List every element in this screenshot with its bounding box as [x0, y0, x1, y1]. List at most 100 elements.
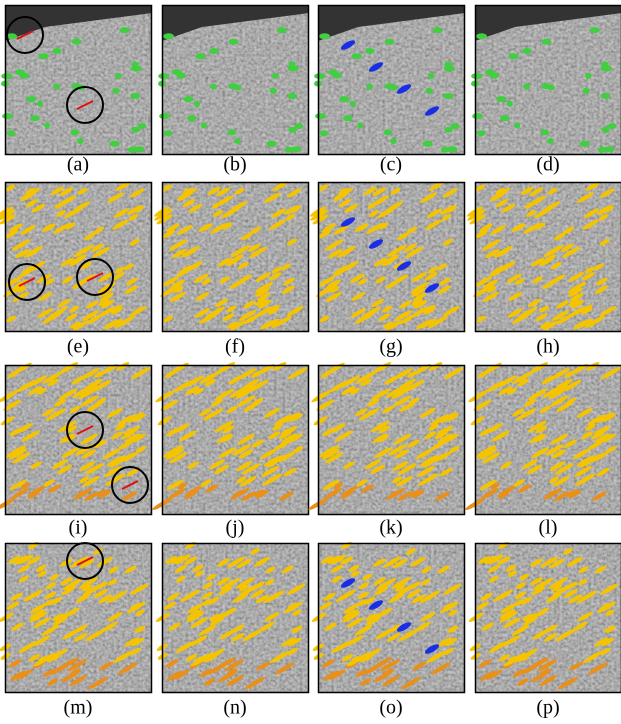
image-panel: [1, 5, 152, 155]
image-panel: [151, 361, 309, 515]
vector-blob: [328, 69, 337, 75]
vector-blob: [547, 138, 554, 144]
panel-label: (e): [67, 336, 89, 358]
image-panel: [464, 361, 621, 515]
vector-blob: [471, 73, 482, 79]
panel-label: (c): [380, 154, 402, 176]
vector-blob: [77, 138, 84, 144]
vector-blob: [44, 123, 50, 129]
vector-blob: [15, 69, 24, 75]
vector-blob: [585, 73, 592, 79]
figure: (a)(b)(c)(d)(e)(f)(g)(h)(i)(j)(k)(l)(m)(…: [0, 0, 621, 724]
vector-blob: [201, 123, 207, 129]
panel-label: (n): [223, 697, 246, 719]
vector-blob: [315, 113, 326, 119]
vector-blob: [385, 39, 395, 45]
vector-blob: [500, 115, 510, 121]
vector-blob: [195, 53, 205, 59]
vector-blob: [476, 33, 487, 39]
vector-blob: [209, 48, 218, 54]
vector-blob: [604, 146, 615, 152]
vector-blob: [172, 69, 181, 75]
image-panel: [311, 541, 465, 693]
image-panel: [158, 5, 309, 155]
vector-blob: [357, 123, 363, 129]
image-panel: [309, 180, 465, 332]
vector-blob: [542, 39, 552, 45]
vector-blob: [447, 146, 458, 152]
vector-blob: [134, 146, 145, 152]
vector-blob: [227, 129, 236, 135]
vector-blob: [472, 113, 483, 119]
vector-blob: [131, 127, 139, 133]
vector-blob: [590, 27, 600, 33]
vector-blob: [351, 53, 361, 59]
image-panel: [0, 361, 152, 515]
vector-blob: [70, 129, 79, 135]
panel-label: (d): [536, 154, 559, 176]
vector-blob: [26, 96, 36, 102]
vector-blob: [339, 96, 349, 102]
vector-blob: [444, 127, 452, 133]
vector-blob: [2, 113, 13, 119]
vector-blob: [287, 93, 297, 99]
vector-blob: [540, 129, 549, 135]
vector-blob: [289, 61, 296, 67]
vector-blob: [266, 141, 276, 147]
vector-blob: [602, 61, 609, 67]
vector-blob: [314, 73, 325, 79]
panel-label: (i): [69, 517, 88, 539]
vector-blob: [443, 93, 453, 99]
vector-blob: [343, 115, 353, 121]
vector-blob: [120, 27, 130, 33]
panel-label: (h): [536, 336, 559, 358]
vector-blob: [1, 73, 12, 79]
vector-blob: [523, 84, 530, 90]
panel-grid: (a)(b)(c)(d)(e)(f)(g)(h)(i)(j)(k)(l)(m)(…: [0, 5, 621, 719]
vector-blob: [366, 84, 373, 90]
image-panel: [466, 180, 621, 332]
vector-blob: [514, 123, 520, 129]
vector-blob: [109, 141, 119, 147]
vector-blob: [234, 84, 241, 90]
vector-blob: [582, 88, 589, 94]
vector-blob: [600, 93, 610, 99]
vector-blob: [112, 88, 119, 94]
vector-blob: [130, 93, 140, 99]
vector-blob: [390, 138, 397, 144]
image-panel: [0, 541, 152, 693]
vector-blob: [383, 129, 392, 135]
vector-blob: [522, 48, 531, 54]
vector-blob: [194, 101, 200, 107]
vector-blob: [72, 39, 82, 45]
panel-label: (m): [64, 697, 93, 719]
panel-label: (f): [225, 336, 245, 358]
image-panel: [307, 361, 465, 515]
vector-blob: [445, 61, 452, 67]
image-panel: [471, 5, 621, 155]
vector-blob: [295, 123, 304, 129]
vector-blob: [234, 138, 241, 144]
vector-blob: [320, 130, 328, 136]
vector-blob: [132, 61, 139, 67]
vector-blob: [115, 73, 122, 79]
vector-blob: [608, 123, 617, 129]
vector-blob: [210, 84, 217, 90]
vector-blob: [291, 146, 302, 152]
image-panel: [153, 180, 309, 332]
panel-label: (a): [67, 154, 89, 176]
vector-blob: [164, 130, 172, 136]
vector-blob: [579, 141, 589, 147]
vector-blob: [451, 123, 460, 129]
vector-blob: [37, 101, 43, 107]
vector-blob: [53, 84, 60, 90]
vector-blob: [159, 113, 170, 119]
image-panel: [0, 180, 152, 332]
vector-blob: [163, 33, 174, 39]
vector-blob: [138, 123, 147, 129]
vector-blob: [183, 96, 193, 102]
panel-label: (g): [379, 336, 402, 358]
panel-label: (p): [536, 697, 559, 719]
panel-label: (j): [226, 517, 245, 539]
image-panel: [155, 541, 309, 693]
